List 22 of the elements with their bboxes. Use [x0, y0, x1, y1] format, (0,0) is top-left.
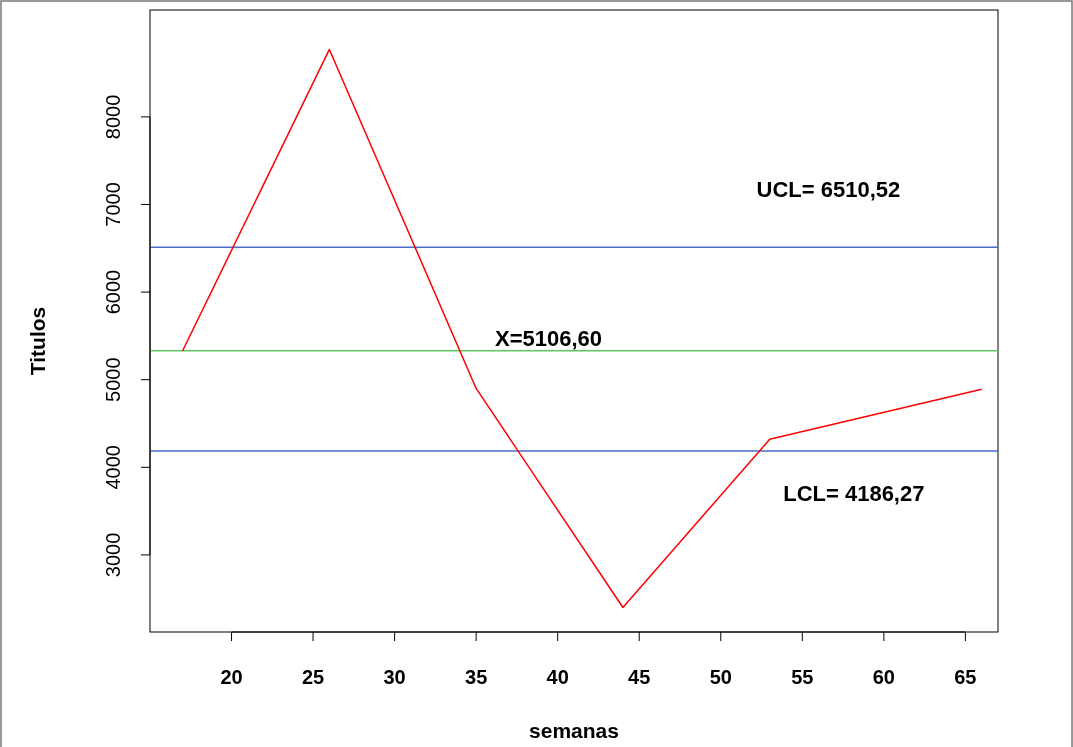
x-tick-label: 45: [628, 666, 651, 688]
line-series: [181, 48, 983, 609]
y-tick-label: 6000: [102, 269, 124, 315]
ref-line-label: LCL= 4186,27: [783, 480, 925, 506]
x-tick-label: 35: [465, 666, 488, 688]
y-tick-label: 3000: [102, 532, 124, 578]
x-axis-title: semanas: [529, 719, 619, 742]
y-tick-label: 5000: [102, 357, 124, 402]
y-tick-label: 4000: [102, 445, 124, 490]
x-tick-label: 55: [791, 666, 814, 688]
y-axis-title: Titulos: [26, 306, 49, 376]
x-tick-label: 60: [872, 666, 895, 688]
x-tick-label: 65: [954, 666, 977, 688]
x-tick-label: 25: [301, 666, 325, 688]
annotation: X=5106,60: [495, 325, 603, 351]
x-tick-label: 50: [709, 666, 732, 688]
x-tick-label: 30: [383, 666, 406, 688]
x-tick-label: 40: [546, 666, 569, 688]
x-tick-label: 20: [220, 666, 243, 688]
ref-line-label: UCL= 6510,52: [756, 177, 901, 203]
y-tick-label: 7000: [102, 182, 124, 227]
y-tick-label: 8000: [102, 94, 124, 140]
